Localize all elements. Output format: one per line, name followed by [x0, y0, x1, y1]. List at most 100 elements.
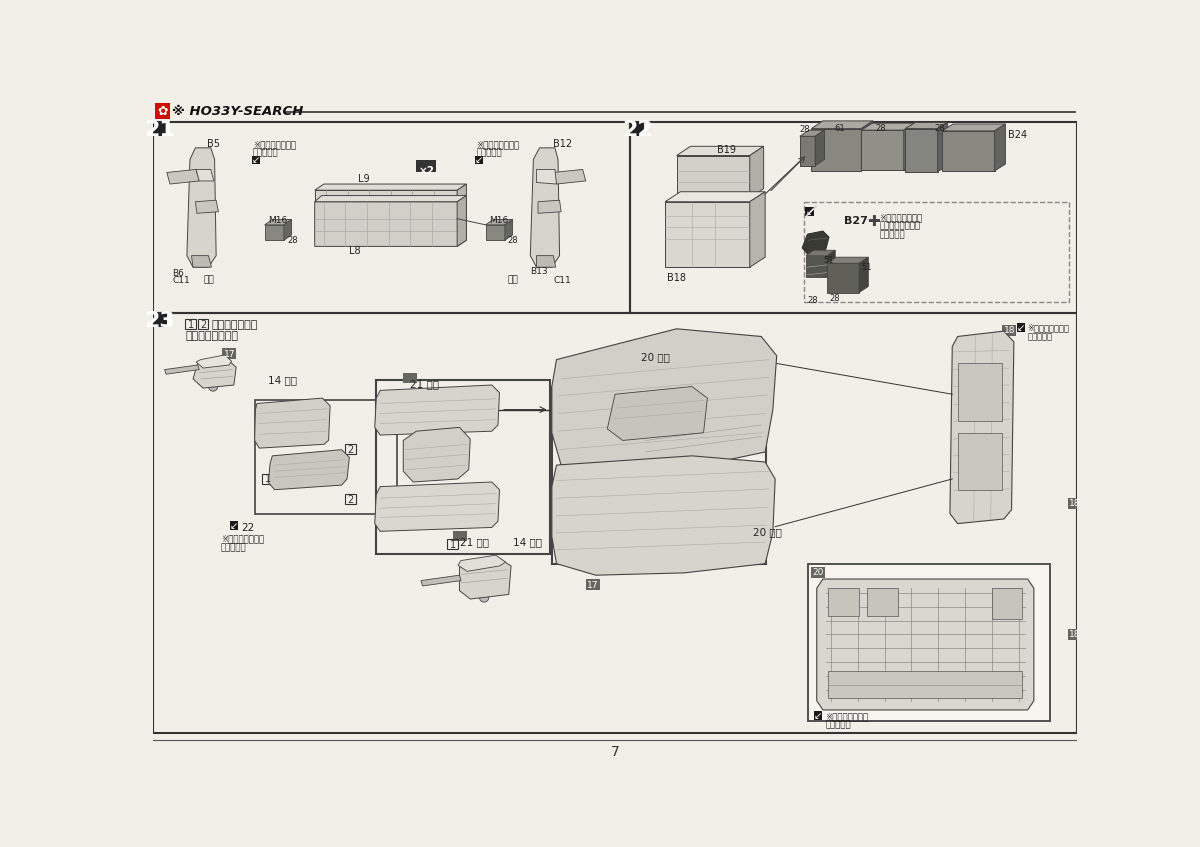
Bar	[185, 318, 196, 329]
Text: 14 左側: 14 左側	[514, 537, 542, 546]
Text: B6: B6	[173, 268, 184, 278]
Text: 21 右側: 21 右側	[410, 379, 439, 389]
Text: M16: M16	[490, 216, 509, 224]
Text: 左側: 左側	[508, 275, 518, 285]
Bar	[1068, 498, 1081, 509]
Text: ください。: ください。	[221, 543, 246, 552]
Text: 17: 17	[223, 350, 235, 358]
Polygon shape	[284, 219, 292, 241]
Text: ↙: ↙	[475, 155, 484, 165]
Polygon shape	[827, 257, 869, 263]
Polygon shape	[269, 450, 349, 490]
Polygon shape	[862, 121, 872, 171]
Text: B12: B12	[553, 139, 572, 148]
Bar	[403, 373, 418, 384]
Text: 28: 28	[287, 235, 298, 245]
Polygon shape	[536, 169, 557, 184]
Polygon shape	[530, 148, 559, 267]
Polygon shape	[552, 456, 775, 575]
Polygon shape	[942, 124, 1006, 131]
Bar	[586, 579, 600, 590]
Polygon shape	[677, 147, 763, 156]
Bar	[811, 567, 826, 579]
Bar	[552, 386, 766, 563]
Polygon shape	[828, 589, 859, 616]
Text: ※向きに注意して: ※向きに注意して	[253, 140, 296, 149]
Text: 14 右側: 14 右側	[269, 375, 298, 385]
Bar	[635, 346, 648, 357]
Polygon shape	[164, 365, 199, 374]
Text: 2: 2	[347, 495, 353, 505]
Polygon shape	[553, 169, 586, 184]
Circle shape	[209, 382, 217, 391]
Text: ×2: ×2	[419, 166, 434, 176]
Text: ✿: ✿	[157, 105, 168, 118]
Polygon shape	[167, 169, 199, 184]
Polygon shape	[859, 257, 869, 292]
Polygon shape	[811, 129, 862, 171]
Text: 28: 28	[799, 125, 810, 134]
Polygon shape	[314, 184, 467, 191]
Polygon shape	[905, 129, 937, 172]
Text: L8: L8	[348, 246, 360, 257]
Text: B5: B5	[206, 139, 220, 148]
Bar	[805, 208, 815, 216]
Polygon shape	[991, 589, 1022, 619]
Bar	[1002, 325, 1016, 335]
Polygon shape	[192, 256, 211, 267]
Text: B13: B13	[530, 267, 548, 276]
Polygon shape	[403, 428, 470, 482]
Bar	[804, 202, 1069, 302]
Text: 右側: 右側	[203, 275, 214, 285]
Polygon shape	[196, 355, 232, 368]
Polygon shape	[187, 148, 216, 267]
Polygon shape	[950, 331, 1014, 523]
Text: ✚: ✚	[868, 214, 881, 229]
Text: 18: 18	[1069, 499, 1080, 508]
Bar	[152, 313, 167, 327]
Text: しません。: しません。	[880, 230, 905, 239]
Bar	[152, 313, 1078, 733]
Polygon shape	[750, 147, 763, 198]
Text: B27: B27	[844, 216, 868, 225]
Text: 51: 51	[862, 263, 872, 273]
Text: ※向きに注意して: ※向きに注意して	[476, 140, 520, 149]
Bar	[252, 156, 260, 164]
Polygon shape	[802, 231, 829, 254]
Polygon shape	[314, 196, 467, 202]
Polygon shape	[505, 219, 512, 241]
Text: ↙: ↙	[230, 521, 239, 531]
Bar	[416, 160, 437, 173]
Polygon shape	[457, 184, 467, 201]
Bar	[263, 473, 274, 484]
Text: B18: B18	[667, 273, 686, 283]
Bar	[344, 445, 355, 454]
Bar	[475, 156, 484, 164]
Text: ください。: ください。	[1027, 332, 1052, 340]
Text: 1: 1	[265, 474, 271, 484]
Polygon shape	[866, 589, 898, 616]
Bar	[808, 563, 1050, 722]
Text: M16: M16	[269, 216, 288, 224]
Bar	[222, 348, 236, 359]
Text: 61: 61	[834, 124, 845, 133]
Polygon shape	[806, 256, 828, 277]
Polygon shape	[905, 123, 948, 129]
Bar	[630, 123, 1078, 313]
Text: 2: 2	[200, 319, 206, 329]
Polygon shape	[811, 121, 872, 129]
Text: 2: 2	[347, 445, 353, 455]
Polygon shape	[552, 329, 776, 473]
Bar	[344, 495, 355, 504]
Text: C11: C11	[173, 275, 190, 285]
Polygon shape	[254, 398, 330, 448]
Text: 22: 22	[622, 120, 653, 140]
Text: 1: 1	[450, 540, 456, 550]
Polygon shape	[265, 219, 292, 224]
Bar	[377, 380, 550, 554]
Polygon shape	[677, 156, 750, 198]
Polygon shape	[815, 130, 824, 165]
Bar	[1016, 324, 1026, 332]
Text: ※向きに注意して: ※向きに注意して	[826, 712, 869, 722]
Bar	[448, 539, 458, 549]
